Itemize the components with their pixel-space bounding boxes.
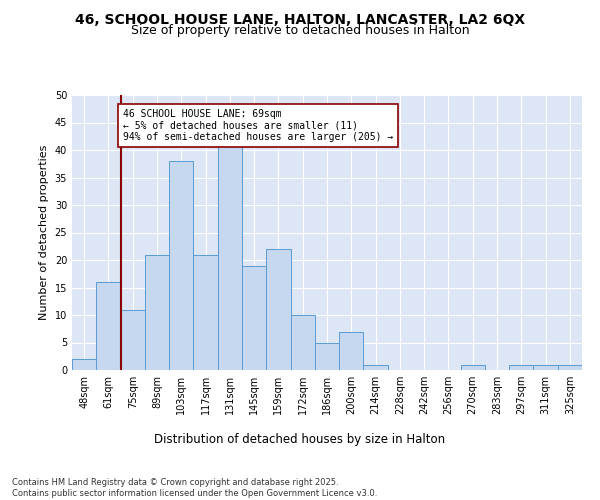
Bar	[121, 310, 145, 370]
Text: 46 SCHOOL HOUSE LANE: 69sqm
← 5% of detached houses are smaller (11)
94% of semi: 46 SCHOOL HOUSE LANE: 69sqm ← 5% of deta…	[123, 109, 393, 142]
Bar	[461, 364, 485, 370]
Bar	[558, 364, 582, 370]
Text: Distribution of detached houses by size in Halton: Distribution of detached houses by size …	[154, 432, 446, 446]
Bar	[364, 364, 388, 370]
Bar	[218, 144, 242, 370]
Text: Size of property relative to detached houses in Halton: Size of property relative to detached ho…	[131, 24, 469, 37]
Bar	[242, 266, 266, 370]
Text: 46, SCHOOL HOUSE LANE, HALTON, LANCASTER, LA2 6QX: 46, SCHOOL HOUSE LANE, HALTON, LANCASTER…	[75, 12, 525, 26]
Bar	[339, 332, 364, 370]
Y-axis label: Number of detached properties: Number of detached properties	[39, 145, 49, 320]
Bar	[290, 315, 315, 370]
Text: Contains HM Land Registry data © Crown copyright and database right 2025.
Contai: Contains HM Land Registry data © Crown c…	[12, 478, 377, 498]
Bar	[72, 359, 96, 370]
Bar	[145, 254, 169, 370]
Bar	[193, 254, 218, 370]
Bar	[509, 364, 533, 370]
Bar	[169, 161, 193, 370]
Bar	[96, 282, 121, 370]
Bar	[315, 342, 339, 370]
Bar	[533, 364, 558, 370]
Bar	[266, 249, 290, 370]
